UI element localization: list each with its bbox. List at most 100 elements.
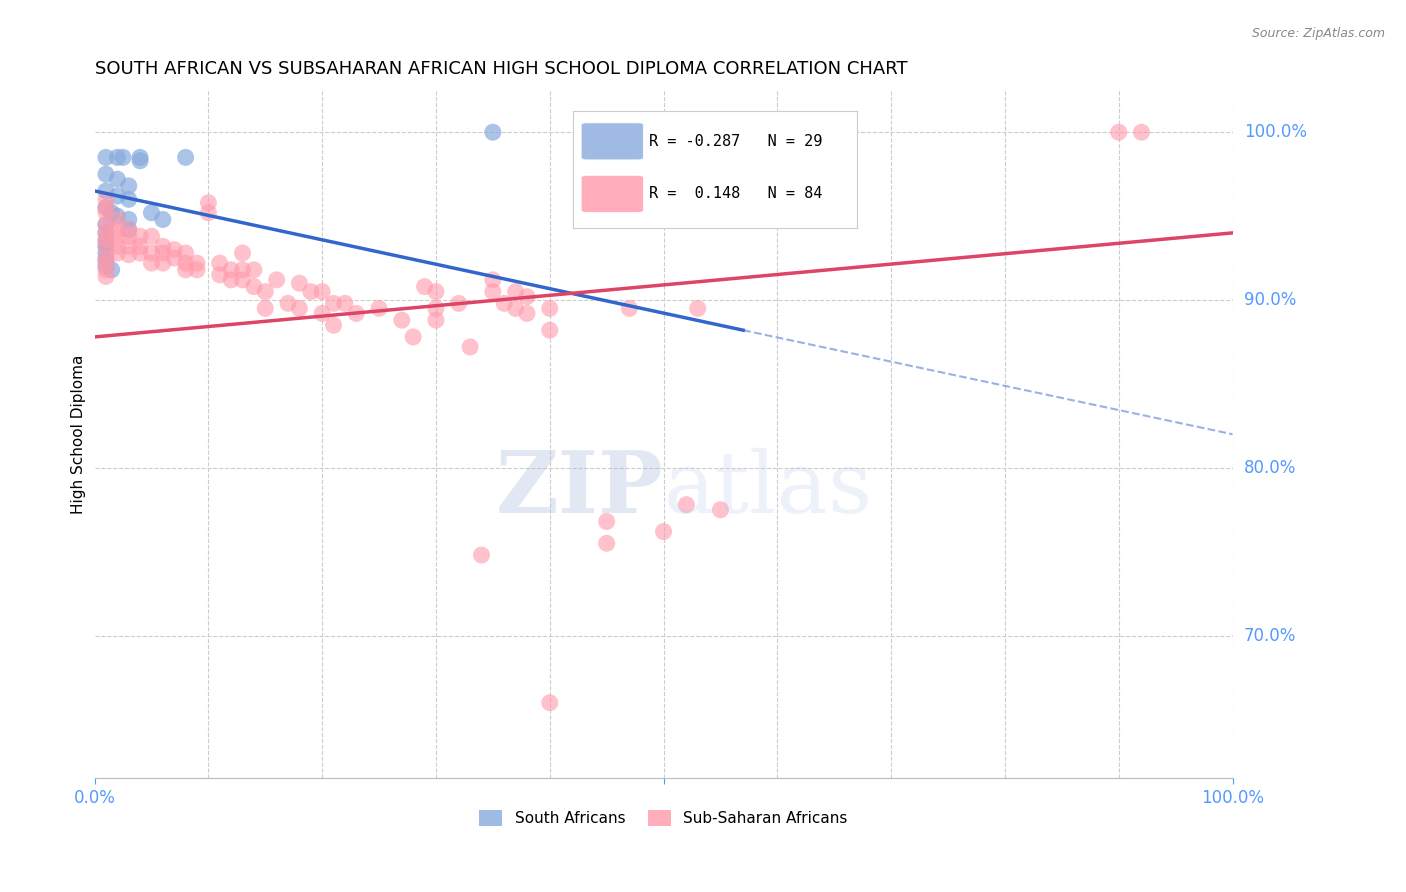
Point: [94, 184, 117, 198]
Point: [231, 273, 253, 287]
Point: [458, 340, 481, 354]
Point: [94, 233, 117, 247]
Point: [94, 256, 117, 270]
Point: [231, 262, 253, 277]
Point: [163, 251, 186, 265]
Point: [1108, 125, 1130, 139]
Point: [208, 268, 231, 282]
Point: [129, 150, 152, 164]
Point: [1130, 125, 1153, 139]
Point: [413, 279, 436, 293]
Point: [118, 222, 141, 236]
Point: [243, 262, 266, 277]
Point: [311, 306, 333, 320]
Y-axis label: High School Diploma: High School Diploma: [72, 354, 86, 514]
Point: [163, 243, 186, 257]
Point: [152, 256, 174, 270]
Point: [322, 296, 344, 310]
Point: [516, 306, 538, 320]
Point: [197, 195, 219, 210]
Legend: South Africans, Sub-Saharan Africans: South Africans, Sub-Saharan Africans: [474, 805, 853, 832]
Point: [174, 256, 197, 270]
Point: [141, 256, 163, 270]
Point: [572, 178, 595, 193]
Point: [129, 246, 152, 260]
Point: [174, 246, 197, 260]
Point: [197, 206, 219, 220]
Point: [94, 252, 117, 267]
Point: [482, 125, 505, 139]
Point: [105, 150, 128, 164]
Point: [243, 279, 266, 293]
Point: [94, 246, 117, 260]
Text: atlas: atlas: [664, 448, 873, 531]
Point: [118, 178, 141, 193]
Point: [111, 150, 134, 164]
Point: [118, 239, 141, 253]
Point: [118, 212, 141, 227]
Point: [141, 229, 163, 244]
Point: [118, 229, 141, 244]
Point: [105, 209, 128, 223]
Point: [129, 239, 152, 253]
Point: [425, 285, 447, 299]
Point: [94, 201, 117, 215]
Point: [333, 296, 356, 310]
Point: [266, 273, 288, 287]
Text: 90.0%: 90.0%: [1244, 291, 1296, 309]
Point: [141, 246, 163, 260]
Point: [219, 262, 242, 277]
Point: [277, 296, 299, 310]
Point: [288, 301, 311, 316]
Point: [494, 296, 516, 310]
Point: [538, 696, 561, 710]
Point: [94, 226, 117, 240]
Point: [299, 285, 322, 299]
Point: [595, 536, 617, 550]
Point: [152, 246, 174, 260]
Point: [538, 323, 561, 337]
Point: [174, 262, 197, 277]
Point: [425, 301, 447, 316]
Text: 70.0%: 70.0%: [1244, 626, 1296, 645]
Point: [105, 229, 128, 244]
Point: [94, 269, 117, 284]
Point: [709, 502, 731, 516]
Point: [402, 330, 425, 344]
Point: [105, 189, 128, 203]
Text: ZIP: ZIP: [496, 447, 664, 532]
Point: [94, 234, 117, 248]
Text: Source: ZipAtlas.com: Source: ZipAtlas.com: [1251, 27, 1385, 40]
Point: [94, 262, 117, 277]
Point: [94, 218, 117, 232]
Point: [344, 306, 367, 320]
Point: [254, 285, 277, 299]
Point: [152, 239, 174, 253]
Point: [538, 301, 561, 316]
Point: [100, 262, 122, 277]
Point: [129, 229, 152, 244]
Point: [129, 153, 152, 168]
Point: [118, 248, 141, 262]
Text: 80.0%: 80.0%: [1244, 458, 1296, 477]
Point: [94, 239, 117, 253]
Point: [94, 192, 117, 206]
Point: [505, 301, 527, 316]
Point: [186, 256, 208, 270]
Point: [470, 548, 492, 562]
Point: [94, 201, 117, 215]
Point: [105, 222, 128, 236]
Point: [652, 125, 675, 139]
Point: [288, 277, 311, 291]
Point: [105, 212, 128, 227]
Point: [686, 301, 709, 316]
Point: [254, 301, 277, 316]
Point: [311, 285, 333, 299]
Point: [391, 313, 413, 327]
Point: [105, 172, 128, 186]
Point: [368, 301, 391, 316]
Point: [174, 150, 197, 164]
Point: [118, 222, 141, 236]
Point: [94, 260, 117, 274]
Point: [516, 290, 538, 304]
